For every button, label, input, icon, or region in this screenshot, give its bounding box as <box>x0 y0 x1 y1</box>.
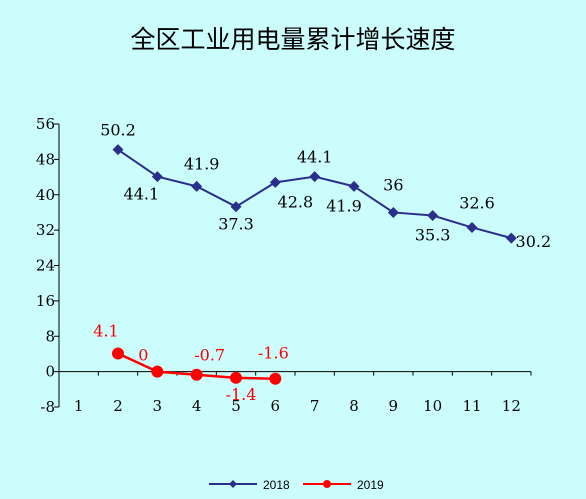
data-label-2018: 41.9 <box>326 196 362 215</box>
data-label-2019: -0.7 <box>194 346 225 365</box>
x-tick-label: 10 <box>423 397 442 415</box>
y-tick-label: 48 <box>36 150 55 168</box>
data-labels: 50.2 44.1 41.9 37.3 42.8 44.1 41.9 36 35.3 32.6 30… <box>93 121 551 404</box>
data-point-2019 <box>190 368 203 381</box>
legend-marker-2018 <box>229 480 237 488</box>
data-point-2018 <box>505 232 517 244</box>
x-tick-label: 12 <box>502 397 521 415</box>
x-tick-label: 2 <box>113 397 123 415</box>
x-tick-label: 9 <box>389 397 399 415</box>
data-label-2018: 32.6 <box>459 193 495 212</box>
y-tick-label: -8 <box>40 398 55 416</box>
x-tick-label: 7 <box>310 397 320 415</box>
x-tick-label: 11 <box>462 397 481 415</box>
series-layer <box>112 144 517 385</box>
data-point-2019 <box>151 365 164 378</box>
y-tick-label: 24 <box>36 257 55 275</box>
legend: 2018 2019 <box>209 478 384 492</box>
y-tick-label: 16 <box>36 292 55 310</box>
data-point-2019 <box>269 372 282 385</box>
data-point-2018 <box>191 180 203 192</box>
legend-label-2019: 2019 <box>357 478 384 492</box>
x-tick-label: 6 <box>271 397 281 415</box>
data-label-2018: 35.3 <box>415 226 451 245</box>
chart-title: 全区工业用电量累计增长速度 <box>130 25 455 54</box>
data-label-2018: 44.1 <box>124 185 160 204</box>
data-label-2018: 36 <box>383 175 403 194</box>
y-tick-label: 40 <box>36 186 55 204</box>
x-tick-label: 8 <box>349 397 359 415</box>
data-label-2018: 42.8 <box>278 192 314 211</box>
data-label-2018: 30.2 <box>516 232 552 251</box>
data-label-2018: 50.2 <box>100 121 136 140</box>
data-point-2018 <box>466 221 478 233</box>
data-label-2018: 44.1 <box>297 148 333 167</box>
legend-label-2018: 2018 <box>263 478 290 492</box>
data-label-2018: 41.9 <box>184 154 220 173</box>
data-point-2018 <box>269 176 281 188</box>
x-tick-label: 5 <box>231 397 241 415</box>
data-label-2018: 37.3 <box>218 215 254 234</box>
data-label-2019: -1.6 <box>258 344 289 363</box>
data-point-2019 <box>112 347 124 360</box>
legend-marker-2019 <box>323 480 331 488</box>
y-tick-label: 8 <box>45 327 55 345</box>
data-point-2018 <box>230 201 242 213</box>
x-tick-label: 1 <box>74 397 84 415</box>
data-label-2019: -1.4 <box>226 385 257 404</box>
x-tick-label: 4 <box>192 397 202 415</box>
x-tick-label: 3 <box>153 397 163 415</box>
y-tick-label: 32 <box>36 221 55 239</box>
data-point-2019 <box>230 371 242 384</box>
data-point-2018 <box>112 144 124 156</box>
y-tick-label: 56 <box>36 115 55 133</box>
data-point-2018 <box>309 171 321 183</box>
data-point-2018 <box>151 171 163 183</box>
data-point-2018 <box>387 206 399 218</box>
y-tick-label: 0 <box>45 363 55 381</box>
data-point-2018 <box>427 210 439 222</box>
data-point-2018 <box>348 180 360 192</box>
data-label-2019: 0 <box>138 346 148 365</box>
data-label-2019: 4.1 <box>93 321 118 340</box>
